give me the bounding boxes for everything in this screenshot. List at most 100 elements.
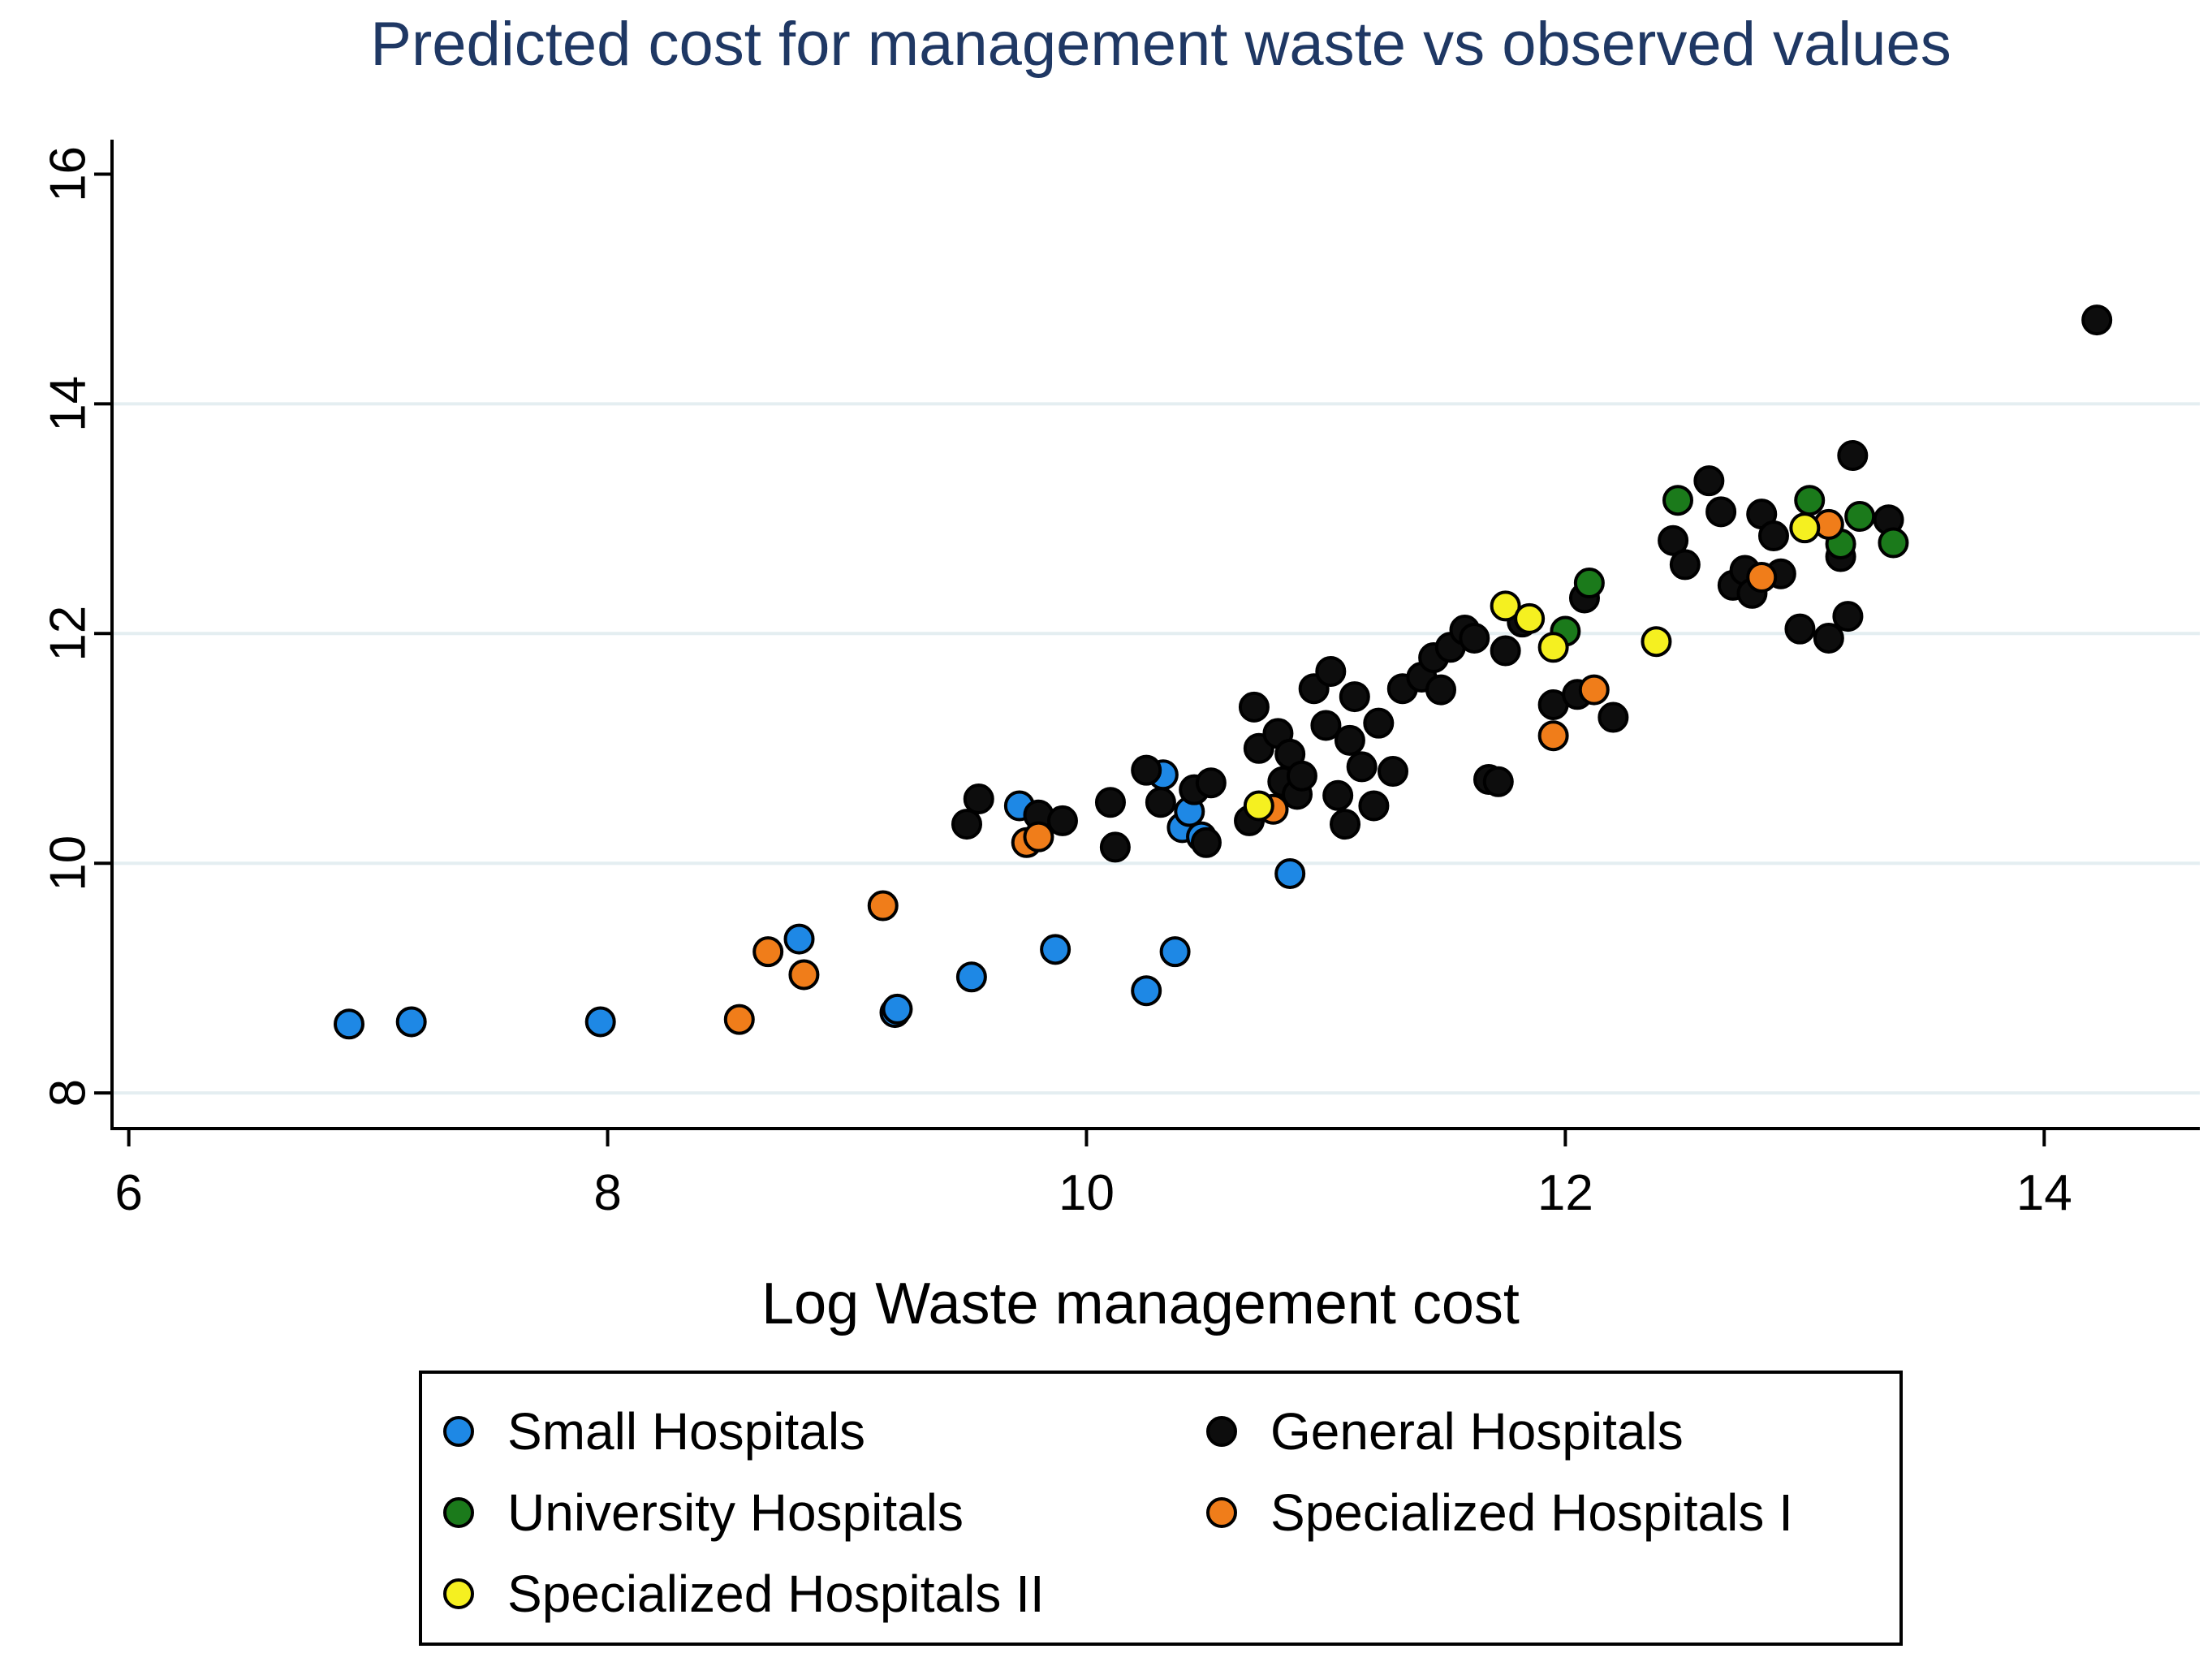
x-axis-label: Log Waste management cost [761,1271,1520,1336]
axis-frame [110,140,2200,1130]
data-point [1358,790,1390,822]
data-point [1310,710,1342,741]
data-point [1243,790,1274,822]
data-point [1578,674,1610,706]
legend-marker [1206,1416,1237,1447]
data-point [1023,821,1054,853]
legend-box [419,1371,1903,1646]
legend-item: Specialized Hospitals I [1206,1483,1793,1542]
data-point [1832,601,1864,632]
series-specialized-hospitals-ii [1243,512,1821,822]
data-point [1490,590,1521,622]
data-point [1794,485,1826,516]
data-point [963,784,994,814]
x-tick-label: 8 [593,1165,621,1221]
data-point [752,936,784,968]
data-point [1784,613,1816,645]
data-point [1789,512,1821,544]
data-point [1537,632,1569,663]
data-point [1757,520,1789,552]
data-point [1040,934,1072,965]
data-point [395,1006,427,1038]
data-point [1378,756,1409,788]
legend: Small Hospitals General Hospitals Universi… [419,1371,1903,1646]
legend-item: Specialized Hospitals II [443,1565,1045,1623]
y-tick-label: 8 [40,1079,96,1107]
legend-item: General Hospitals [1206,1402,1684,1461]
legend-marker [443,1416,474,1447]
data-point [951,809,982,840]
axes [110,140,2200,1130]
data-point [1514,602,1546,634]
data-point [1346,751,1378,783]
data-point [1330,809,1361,840]
data-point [1537,720,1569,752]
legend-marker [443,1578,474,1609]
legend-label: Specialized Hospitals II [507,1565,1045,1623]
data-point [723,1004,755,1035]
data-point [1145,787,1176,818]
data-point [1641,626,1672,658]
data-point [867,890,899,922]
data-point [1813,622,1844,654]
grid-lines [112,402,2200,1095]
data-point [1274,857,1306,889]
y-tick-label: 14 [40,376,96,432]
data-point [1159,936,1191,968]
data-point [1878,527,1909,559]
data-point [1238,691,1270,723]
y-tick-label: 12 [40,606,96,662]
data-point [1286,760,1317,792]
data-point [1598,701,1629,733]
legend-marker [1206,1497,1237,1528]
data-point [1190,827,1222,858]
data-point [1459,622,1490,654]
data-point [1705,496,1737,528]
legend-item: Small Hospitals [443,1402,865,1461]
chart-title: Predicted cost for management waste vs o… [370,10,1951,79]
data-point [1094,787,1126,818]
data-point [1693,465,1725,497]
data-point [1662,485,1693,516]
data-point [1746,561,1778,593]
data-point [1322,779,1354,811]
data-point [882,993,913,1025]
legend-label: University Hospitals [507,1483,964,1542]
legend-marker [443,1497,474,1528]
legend-label: Specialized Hospitals I [1270,1483,1793,1542]
tick-marks: 8 10 12 14 16 6 8 10 12 14 [40,146,2072,1221]
data-point [1490,635,1521,667]
data-point [1669,549,1701,581]
x-tick-label: 6 [114,1165,142,1221]
legend-label: General Hospitals [1270,1402,1684,1461]
y-tick-label: 10 [40,835,96,891]
data-point [2081,304,2113,336]
data-point [1131,754,1162,786]
data-point [1334,724,1365,756]
data-point [1425,674,1456,706]
legend-label: Small Hospitals [507,1402,865,1461]
x-tick-label: 12 [1537,1165,1593,1221]
series-general-hospitals [951,304,2113,863]
data-point [788,959,820,991]
data-point [1837,440,1869,472]
data-point [334,1008,365,1040]
legend-items: Small Hospitals General Hospitals Universi… [443,1402,1793,1623]
data-point [955,961,987,993]
data-point [1315,655,1347,687]
data-point [1482,766,1514,797]
data-point [1573,568,1605,599]
data-points [334,304,2113,1040]
legend-item: University Hospitals [443,1483,964,1542]
data-point [1195,767,1227,799]
data-point [783,923,815,955]
data-point [584,1006,616,1038]
data-point [1363,707,1395,739]
data-point [1046,805,1078,836]
data-point [1339,681,1370,713]
y-tick-label: 16 [40,146,96,202]
x-tick-label: 14 [2016,1165,2072,1221]
data-point [1658,525,1689,556]
data-point [1131,975,1162,1007]
